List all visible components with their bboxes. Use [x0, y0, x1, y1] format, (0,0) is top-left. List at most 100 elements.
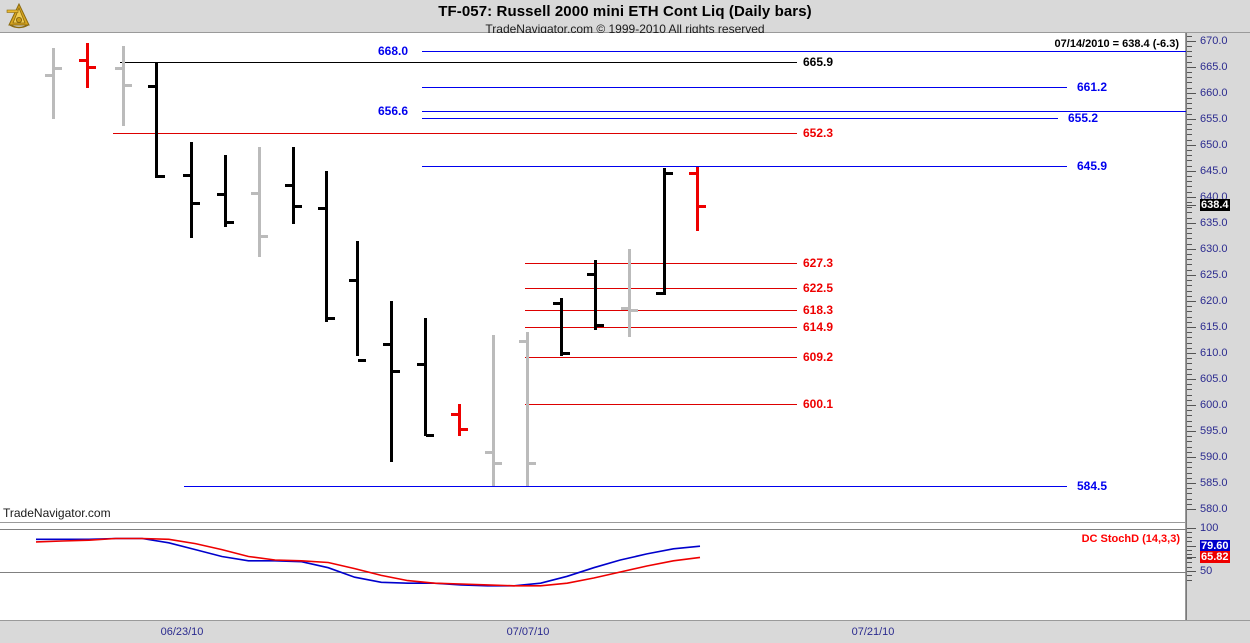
axis-minor-tick: [1187, 233, 1192, 235]
ohlc-bar[interactable]: [689, 166, 706, 231]
ohlc-bar[interactable]: [485, 334, 502, 486]
ohlc-bar[interactable]: [183, 142, 200, 239]
axis-minor-tick: [1187, 337, 1192, 339]
ohlc-bar[interactable]: [79, 43, 96, 88]
bar-high-low: [52, 48, 55, 119]
level-connector: [781, 287, 797, 289]
axis-minor-tick: [1187, 212, 1192, 214]
axis-tick: [1187, 118, 1196, 120]
level-connector: [781, 262, 797, 264]
axis-minor-tick: [1187, 420, 1192, 422]
price-chart-panel[interactable]: 07/14/2010 = 638.4 (-6.3) 668.0 665.9 661.…: [0, 33, 1186, 522]
axis-minor-tick: [1187, 488, 1192, 490]
bar-high-low: [526, 332, 529, 486]
level-line[interactable]: [422, 86, 1067, 88]
axis-minor-tick: [1187, 446, 1192, 448]
axis-price-label: 638.4: [1200, 199, 1230, 212]
level-line[interactable]: [422, 110, 1186, 112]
indicator-gridline: [0, 572, 1186, 573]
price-axis[interactable]: 670.0 665.0 660.0 655.0 650.0 645.0 640.0 638.4…: [1186, 33, 1250, 620]
ohlc-bar[interactable]: [148, 61, 165, 179]
ohlc-bar[interactable]: [656, 167, 673, 295]
level-line[interactable]: [422, 51, 1186, 53]
level-line[interactable]: [525, 357, 793, 359]
axis-minor-tick: [1187, 139, 1192, 141]
axis-minor-tick: [1187, 321, 1192, 323]
ohlc-bar[interactable]: [45, 48, 62, 119]
bar-high-low: [86, 43, 89, 88]
stochastic-lines: [35, 537, 701, 587]
axis-price-label: 625.0: [1200, 268, 1228, 281]
axis-minor-tick: [1187, 503, 1192, 505]
axis-minor-tick: [1187, 259, 1192, 261]
bar-high-low: [390, 300, 393, 463]
bar-high-low: [190, 142, 193, 239]
bar-close-tick: [596, 323, 604, 327]
axis-tick: [1187, 557, 1196, 559]
level-line[interactable]: [120, 62, 793, 64]
axis-minor-tick: [1187, 415, 1192, 417]
axis-minor-tick: [1187, 181, 1192, 183]
indicator-series-line: [36, 537, 701, 587]
ohlc-bar[interactable]: [217, 155, 234, 228]
level-line[interactable]: [525, 327, 793, 329]
level-line[interactable]: [525, 287, 793, 289]
ohlc-bar[interactable]: [519, 332, 536, 486]
axis-tick: [1187, 300, 1196, 302]
axis-price-label: 660.0: [1200, 86, 1228, 99]
axis-minor-tick: [1187, 373, 1192, 375]
axis-tick: [1187, 222, 1196, 224]
axis-minor-tick: [1187, 46, 1192, 47]
bar-close-tick: [192, 202, 200, 206]
indicator-series-line: [35, 537, 701, 587]
level-label: 652.3: [803, 125, 834, 140]
axis-tick: [1187, 144, 1196, 146]
stochastic-indicator-panel[interactable]: DC StochD (14,3,3): [0, 522, 1186, 620]
axis-indicator-label: 65.82: [1200, 551, 1230, 564]
bar-open-tick: [689, 171, 696, 175]
axis-minor-tick: [1187, 389, 1192, 391]
ohlc-bar[interactable]: [621, 248, 638, 338]
bar-high-low: [122, 46, 125, 127]
axis-minor-tick: [1187, 579, 1192, 581]
axis-minor-tick: [1187, 155, 1192, 157]
ohlc-bar[interactable]: [285, 147, 302, 224]
axis-minor-tick: [1187, 553, 1192, 555]
bar-open-tick: [148, 85, 155, 89]
ohlc-bar[interactable]: [251, 147, 268, 258]
ohlc-bar[interactable]: [451, 403, 468, 437]
level-label: 661.2: [1077, 79, 1108, 94]
level-line[interactable]: [184, 485, 1067, 487]
ohlc-bar[interactable]: [349, 241, 366, 363]
axis-tick: [1187, 378, 1196, 380]
bar-close-tick: [157, 175, 165, 179]
level-line[interactable]: [525, 262, 793, 264]
axis-price-label: 635.0: [1200, 216, 1228, 229]
axis-minor-tick: [1187, 87, 1192, 89]
level-connector: [781, 404, 797, 406]
level-line[interactable]: [113, 132, 793, 134]
ohlc-bar[interactable]: [115, 46, 132, 127]
axis-tick: [1187, 404, 1196, 406]
ohlc-bar[interactable]: [318, 170, 335, 323]
axis-tick: [1187, 248, 1196, 250]
date-axis[interactable]: 06/23/10 07/07/10 07/21/10: [0, 620, 1250, 643]
bar-open-tick: [417, 363, 424, 367]
ohlc-bar[interactable]: [417, 317, 434, 438]
axis-minor-tick: [1187, 186, 1192, 188]
level-line[interactable]: [422, 166, 1067, 168]
bar-high-low: [560, 298, 563, 356]
level-label: 622.5: [803, 280, 834, 295]
level-line[interactable]: [525, 309, 793, 311]
level-line[interactable]: [525, 404, 793, 406]
ohlc-bar[interactable]: [587, 260, 604, 330]
axis-tick: [1187, 274, 1196, 276]
level-line[interactable]: [422, 117, 1058, 119]
ohlc-bar[interactable]: [383, 300, 400, 463]
axis-minor-tick: [1187, 399, 1192, 401]
bar-close-tick: [426, 434, 434, 438]
axis-minor-tick: [1187, 150, 1192, 152]
axis-minor-tick: [1187, 472, 1192, 474]
ohlc-bar[interactable]: [553, 298, 570, 356]
